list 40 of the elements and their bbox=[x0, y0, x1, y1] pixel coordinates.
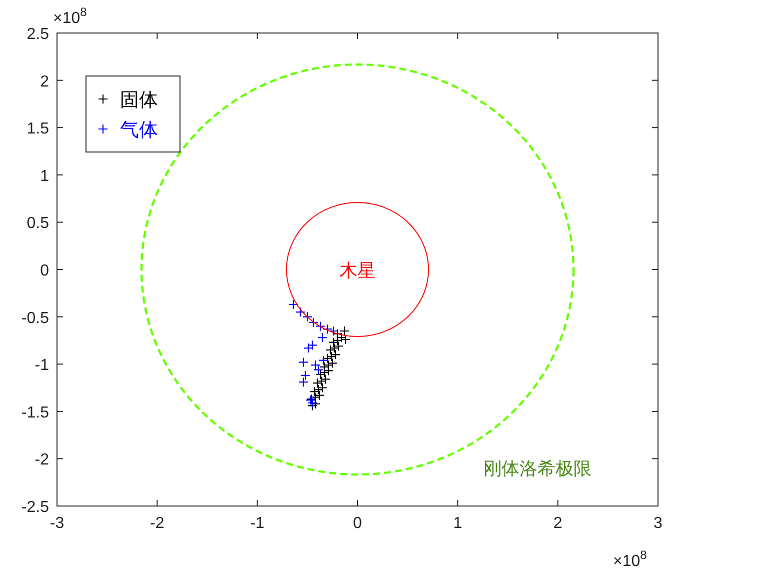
y-tick-label: -2 bbox=[34, 452, 50, 469]
legend-label: 固体 bbox=[120, 90, 158, 111]
x-tick-label: 0 bbox=[353, 515, 362, 532]
legend-label: 气体 bbox=[120, 120, 158, 141]
point bbox=[339, 326, 350, 336]
x-tick-label: -1 bbox=[250, 515, 265, 532]
point bbox=[307, 340, 318, 350]
annotation: 木星 bbox=[340, 260, 376, 280]
x-tick-label: 3 bbox=[654, 515, 663, 532]
point bbox=[323, 366, 334, 376]
point bbox=[318, 355, 328, 366]
y-tick-label: 0.5 bbox=[26, 215, 50, 232]
y-tick-label: 2 bbox=[40, 73, 50, 90]
y-tick-label: -0.5 bbox=[21, 310, 50, 327]
y-tick-label: 1.5 bbox=[26, 120, 50, 138]
text: ×10$^{8}$ bbox=[613, 548, 648, 570]
text: ×10$^{8}$ bbox=[53, 5, 88, 27]
x-tick-label: 2 bbox=[553, 515, 562, 532]
point bbox=[303, 342, 314, 354]
point bbox=[317, 332, 328, 343]
point bbox=[307, 398, 318, 408]
y-tick-label: 0 bbox=[40, 262, 50, 280]
point bbox=[332, 328, 343, 339]
point bbox=[313, 384, 324, 395]
point bbox=[300, 370, 310, 380]
point bbox=[298, 377, 308, 388]
point bbox=[298, 357, 308, 368]
point bbox=[319, 362, 330, 372]
y-tick-label: -2.5 bbox=[21, 499, 50, 516]
y-tick-label: -1 bbox=[34, 357, 50, 374]
x-tick-label: -2 bbox=[150, 515, 164, 532]
y-tick-label: 2.5 bbox=[26, 26, 50, 43]
annotation: 刚体洛希极限 bbox=[484, 458, 592, 478]
y-tick-label: -1.5 bbox=[21, 404, 50, 422]
point bbox=[340, 334, 351, 345]
y-tick-label: 1 bbox=[40, 168, 50, 185]
point bbox=[288, 299, 298, 310]
point bbox=[316, 376, 326, 386]
x-tick-label: 1 bbox=[453, 515, 462, 532]
x-tick-label: -3 bbox=[50, 515, 64, 532]
